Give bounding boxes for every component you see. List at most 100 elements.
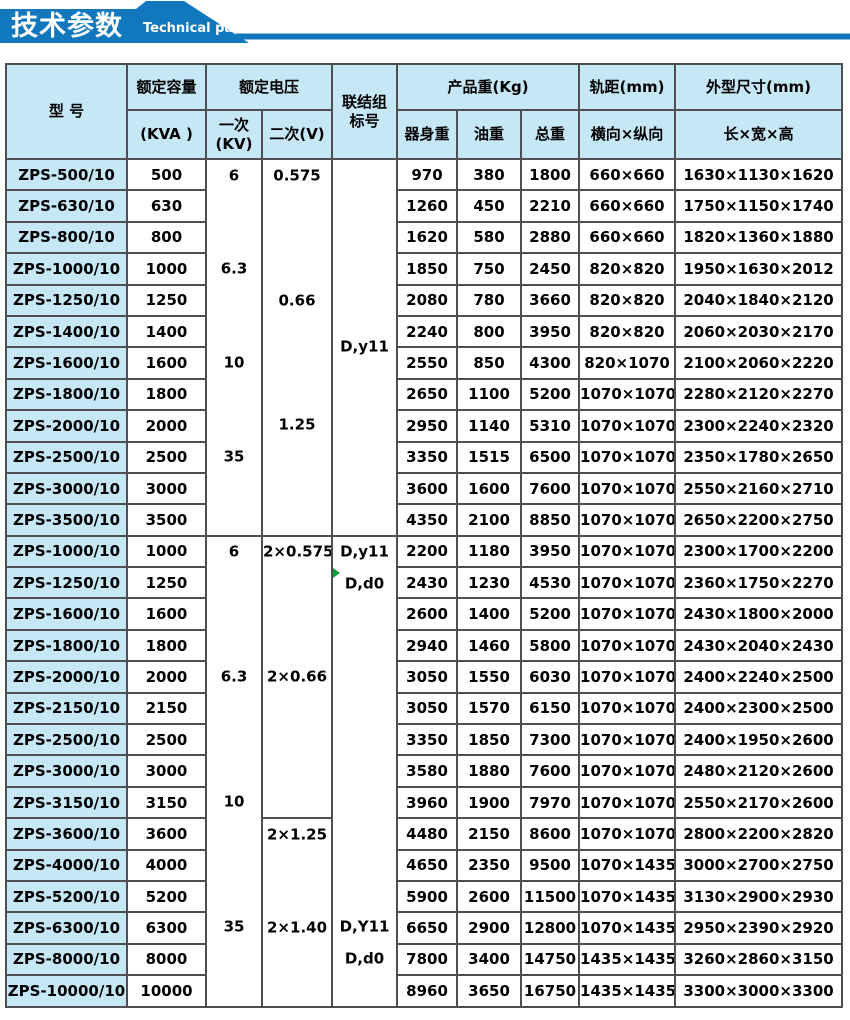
cell-kva: 3150 (126, 785, 207, 820)
merged-value: D,d0 (344, 574, 385, 593)
cell-body-weight: 3960 (396, 785, 459, 820)
table-row: ZPS-6300/10 6300 6650 2900 12800 1070×1435 295… (5, 911, 844, 945)
cell-gauge: 1070×1070 (578, 440, 677, 474)
cell-body-weight: 3050 (396, 660, 459, 694)
merged-value: 2×0.66 (267, 667, 328, 686)
merged-value: 2×1.40 (267, 918, 328, 937)
cell-kva: 2000 (126, 660, 207, 694)
merged-value: D,Y11 (339, 917, 390, 936)
cell-kva: 2500 (126, 723, 207, 757)
cell-dimensions: 2400×2300×2500 (674, 691, 844, 726)
merged-value: 10 (223, 792, 245, 811)
cell-kva: 5200 (126, 879, 207, 914)
table-row: ZPS-3150/10 3150 3960 1900 7970 1070×1070 2550… (5, 785, 844, 820)
cell-secondary-v: 0.575 0.66 1.25 (260, 158, 334, 537)
cell-total-weight: 6150 (520, 691, 581, 726)
cell-kva: 1000 (126, 252, 207, 286)
cell-dimensions: 2550×2170×2600 (674, 785, 844, 820)
merged-value: 1.25 (278, 415, 316, 434)
cell-connection: D,y11 D,d0 D,Y11 D,d0 (331, 534, 399, 1008)
cell-kva: 4000 (126, 848, 207, 882)
cell-total-weight: 5200 (520, 377, 581, 412)
cell-gauge: 1070×1070 (578, 534, 677, 569)
cell-body-weight: 3350 (396, 440, 459, 474)
cell-oil-weight: 1460 (456, 628, 523, 663)
merged-value: 6 (228, 166, 240, 185)
cell-gauge: 660×660 (578, 157, 677, 192)
banner-title-cn: 技术参数 (11, 11, 123, 42)
table-row: ZPS-2500/10 2500 3350 1515 6500 1070×1070 2350… (5, 440, 844, 474)
header-total-weight: 总重 (520, 109, 581, 160)
cell-gauge: 1070×1070 (578, 660, 677, 694)
cell-model: ZPS-1600/10 (5, 346, 128, 380)
cell-body-weight: 2550 (396, 346, 459, 380)
cell-body-weight: 3600 (396, 471, 459, 506)
cell-model: ZPS-1400/10 (5, 314, 128, 349)
cell-dimensions: 2400×2240×2500 (674, 660, 844, 694)
table-row: ZPS-10000/10 10000 8960 3650 16750 1435×1435 3… (5, 974, 844, 1008)
cell-oil-weight: 380 (456, 157, 523, 192)
cell-body-weight: 2950 (396, 409, 459, 443)
cell-dimensions: 2040×1840×2120 (674, 283, 844, 317)
table-row: ZPS-1000/10 1000 6 6.3 10 35 2×0.575 2×0.66 D,y1… (5, 534, 844, 1008)
cell-total-weight: 4300 (520, 346, 581, 380)
table-row: ZPS-2000/10 2000 2950 1140 5310 1070×1070 2300… (5, 409, 844, 443)
cell-oil-weight: 1140 (456, 409, 523, 443)
cell-oil-weight: 1550 (456, 660, 523, 694)
cell-model: ZPS-1000/10 (5, 252, 128, 286)
cell-gauge: 820×820 (578, 314, 677, 349)
table-row: ZPS-500/10 500 6 6.3 10 35 0.575 0.66 1.25 D,y11 9… (5, 157, 844, 537)
cell-body-weight: 2940 (396, 628, 459, 663)
table-row: ZPS-2150/10 2150 3050 1570 6150 1070×1070 2400… (5, 691, 844, 726)
cell-body-weight: 2080 (396, 283, 459, 317)
cell-kva: 2500 (126, 440, 207, 474)
cell-model: ZPS-1250/10 (5, 566, 128, 600)
cell-total-weight: 7600 (520, 471, 581, 506)
cell-body-weight: 5900 (396, 879, 459, 914)
cell-total-weight: 9500 (520, 848, 581, 882)
table-row: ZPS-8000/10 8000 7800 3400 14750 1435×1435 326… (5, 942, 844, 977)
cell-model: ZPS-630/10 (5, 189, 128, 223)
cell-kva: 6300 (126, 911, 207, 945)
cell-model: ZPS-5200/10 (5, 879, 128, 914)
cell-model: ZPS-2150/10 (5, 691, 128, 726)
cell-dimensions: 3300×3000×3300 (674, 974, 844, 1008)
merged-value: 0.66 (278, 291, 316, 309)
cell-kva: 3500 (126, 503, 207, 537)
merged-value: 10 (223, 353, 245, 372)
cell-body-weight: 2650 (396, 377, 459, 412)
cell-gauge: 1070×1070 (578, 503, 677, 537)
cell-gauge: 1435×1435 (578, 942, 677, 977)
table-row: ZPS-1800/10 1800 2650 1100 5200 1070×1070 2280… (5, 377, 844, 412)
cell-total-weight: 5200 (520, 597, 581, 631)
cell-dimensions: 2650×2200×2750 (674, 503, 844, 537)
cell-total-weight: 5800 (520, 628, 581, 663)
cell-total-weight: 5310 (520, 409, 581, 443)
cell-primary-kv: 6 6.3 10 35 (205, 158, 263, 537)
cell-total-weight: 7300 (520, 723, 581, 757)
table-row: ZPS-3000/10 3000 3600 1600 7600 1070×1070 2550… (5, 471, 844, 506)
cell-model: ZPS-3600/10 (5, 817, 128, 851)
cell-total-weight: 11500 (520, 879, 581, 914)
cell-model: ZPS-1250/10 (5, 283, 128, 317)
cell-gauge: 820×820 (578, 252, 677, 286)
cell-gauge: 820×1070 (578, 346, 677, 380)
cell-body-weight: 7800 (396, 942, 459, 977)
header-dims: 外型尺寸(mm) (674, 63, 844, 111)
cell-dimensions: 3260×2860×3150 (674, 942, 844, 977)
cell-oil-weight: 2600 (456, 879, 523, 914)
cell-gauge: 1070×1435 (578, 911, 677, 945)
cell-total-weight: 4530 (520, 566, 581, 600)
cell-kva: 1250 (126, 566, 207, 600)
cell-dimensions: 2430×2040×2430 (674, 628, 844, 663)
cell-gauge: 660×660 (578, 189, 677, 223)
cell-gauge: 1070×1070 (578, 785, 677, 820)
cell-gauge: 1070×1070 (578, 471, 677, 506)
table-row: ZPS-4000/10 4000 4650 2350 9500 1070×1435 3000… (5, 848, 844, 882)
table-row: ZPS-5200/10 5200 5900 2600 11500 1070×1435 313… (5, 879, 844, 914)
cell-dimensions: 2100×2060×2220 (674, 346, 844, 380)
cell-dimensions: 2300×2240×2320 (674, 409, 844, 443)
merged-value: 35 (223, 447, 245, 466)
cell-dimensions: 1750×1150×1740 (674, 189, 844, 223)
cell-model: ZPS-2000/10 (5, 660, 128, 694)
